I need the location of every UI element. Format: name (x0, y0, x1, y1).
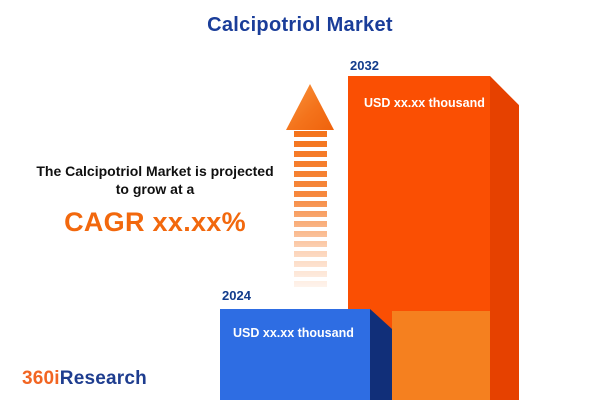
brand-logo: 360iResearch (22, 368, 147, 390)
bar-2032-year-label: 2032 (350, 58, 379, 73)
growth-arrow-shaft-icon (294, 131, 327, 291)
bar-2032-value-label: USD xx.xx thousand (364, 96, 485, 110)
projection-line-2: to grow at a (115, 181, 195, 198)
page-title: Calcipotriol Market (207, 14, 393, 36)
projection-line-1: The Calcipotriol Market is projected (36, 163, 274, 179)
bar-2032-overlap-shade (392, 311, 490, 400)
bar-2024-value-label: USD xx.xx thousand (233, 326, 354, 340)
brand-logo-research: Research (59, 368, 147, 389)
brand-logo-360i: 360i (22, 368, 60, 389)
bar-2024 (220, 309, 370, 400)
cagr-text: CAGR xx.xx% (64, 206, 246, 237)
bar-2032-side-face (490, 76, 519, 400)
bar-2024-year-label: 2024 (222, 288, 251, 303)
growth-arrow-head-icon (286, 84, 334, 130)
bar-2024-side-face (370, 309, 392, 400)
projection-text-block: The Calcipotriol Market is projected to … (20, 162, 290, 238)
